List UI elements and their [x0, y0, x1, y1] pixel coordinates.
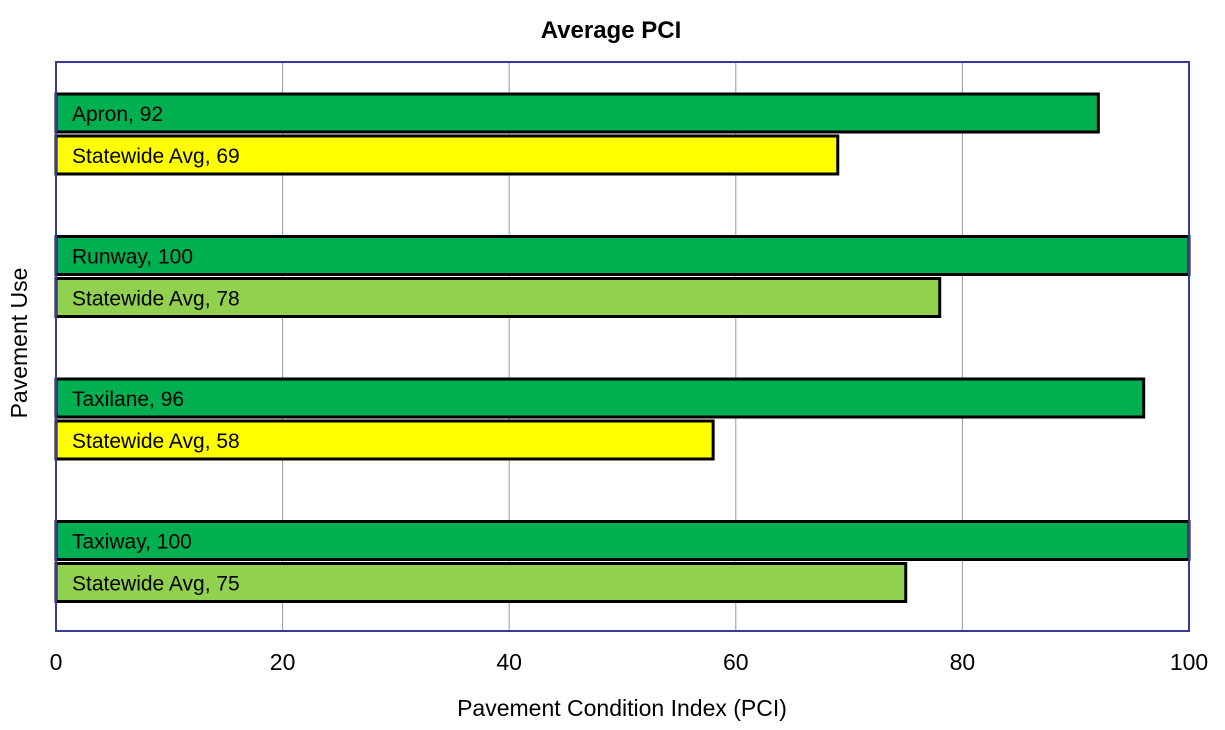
x-tick-label: 20: [270, 649, 296, 675]
bar: [54, 419, 715, 461]
x-tick-labels: 0 20 40 60 80 100: [50, 649, 1209, 675]
y-axis-label: Pavement Use: [6, 268, 32, 419]
bar-group: Apron, 92 Statewide Avg, 69: [54, 92, 1100, 176]
x-tick-label: 60: [723, 649, 749, 675]
x-tick-label: 80: [950, 649, 976, 675]
bar: [54, 520, 1191, 561]
bar: [54, 277, 942, 318]
bar-data-label: Statewide Avg, 78: [72, 288, 240, 311]
bar: [54, 134, 840, 176]
bar-data-label: Statewide Avg, 75: [72, 573, 240, 596]
bar-group: Taxiway, 100 Statewide Avg, 75: [54, 520, 1191, 603]
x-tick-label: 40: [496, 649, 522, 675]
x-tick-label: 0: [50, 649, 63, 675]
bar: [54, 377, 1146, 419]
bar-data-label: Statewide Avg, 69: [72, 145, 240, 168]
bar-group: Taxilane, 96 Statewide Avg, 58: [54, 377, 1146, 461]
bar-data-label: Taxilane, 96: [72, 388, 184, 411]
bar: [54, 92, 1100, 134]
bar-data-label: Apron, 92: [72, 103, 163, 126]
bar-data-label: Runway, 100: [72, 246, 193, 269]
bar-group: Runway, 100 Statewide Avg, 78: [54, 235, 1191, 318]
x-axis-label: Pavement Condition Index (PCI): [457, 695, 787, 721]
chart-title: Average PCI: [541, 17, 682, 44]
bar: [54, 235, 1191, 276]
bars: Apron, 92 Statewide Avg, 69 Runway, 100 Sta…: [54, 92, 1191, 603]
bar-data-label: Taxiway, 100: [72, 531, 192, 554]
x-tick-label: 100: [1170, 649, 1208, 675]
plot-area-border: [55, 61, 1190, 632]
bar-data-label: Statewide Avg, 58: [72, 430, 240, 453]
